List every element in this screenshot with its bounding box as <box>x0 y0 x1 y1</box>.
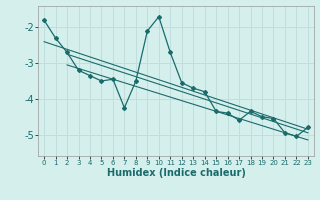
X-axis label: Humidex (Indice chaleur): Humidex (Indice chaleur) <box>107 168 245 178</box>
